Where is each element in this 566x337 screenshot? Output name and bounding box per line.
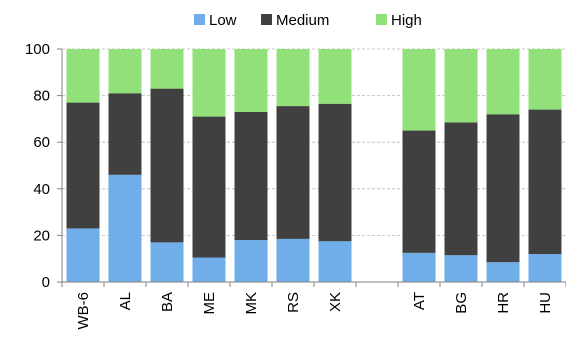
y-tick-label: 60 [33, 134, 50, 151]
bar-medium-ba [150, 88, 184, 243]
bar-medium-rs [276, 106, 310, 239]
bar-medium-al [108, 93, 142, 175]
gridlines [62, 48, 566, 236]
legend-swatch-low [194, 14, 205, 25]
x-tick-label: BA [159, 292, 176, 312]
bar-medium-xk [318, 103, 352, 242]
bar-high-rs [276, 49, 310, 107]
bar-high-mk [234, 49, 268, 112]
bar-low-at [402, 252, 436, 282]
legend-swatch-medium [261, 14, 272, 25]
bar-low-rs [276, 238, 310, 282]
y-tick-label: 100 [25, 41, 50, 58]
bar-low-xk [318, 241, 352, 282]
bar-low-mk [234, 240, 268, 282]
x-tick-label: HR [495, 292, 512, 314]
y-tick-labels: 0 20 40 60 80 100 [25, 41, 62, 291]
y-tick-label: 40 [33, 181, 50, 198]
legend-label-high: High [391, 12, 422, 29]
bar-medium-me [192, 116, 226, 258]
y-tick-label: 0 [42, 274, 50, 291]
x-tick-label: AT [411, 292, 428, 310]
bar-high-at [402, 49, 436, 131]
bar-medium-wb-6 [66, 102, 100, 229]
bar-high-wb-6 [66, 49, 100, 103]
x-tick-label: MK [243, 292, 260, 315]
x-tick-label: RS [285, 292, 302, 313]
y-tick-label: 80 [33, 88, 50, 105]
bar-low-ba [150, 242, 184, 282]
bar-medium-at [402, 130, 436, 253]
bar-low-me [192, 257, 226, 282]
bar-low-wb-6 [66, 228, 100, 282]
legend: Low Medium High [194, 12, 422, 29]
bar-high-me [192, 49, 226, 117]
x-tick-label: AL [117, 292, 134, 310]
x-tick-label: BG [453, 292, 470, 314]
bar-medium-bg [444, 122, 478, 256]
bar-low-hr [486, 262, 520, 282]
bar-medium-mk [234, 111, 268, 241]
bar-low-hu [528, 254, 562, 282]
bar-high-bg [444, 49, 478, 123]
x-tick-label: WB-6 [75, 292, 92, 330]
legend-swatch-high [376, 14, 387, 25]
x-tick-labels: WB-6 AL BA ME MK RS XK AT BG HR HU [61, 282, 566, 330]
bar-high-hu [528, 49, 562, 110]
y-tick-label: 20 [33, 227, 50, 244]
legend-label-low: Low [209, 12, 237, 29]
bar-high-al [108, 49, 142, 94]
bar-high-xk [318, 49, 352, 104]
bar-high-ba [150, 49, 184, 89]
bar-low-al [108, 174, 142, 282]
bars [66, 49, 562, 282]
x-tick-label: HU [537, 292, 554, 314]
bar-medium-hu [528, 109, 562, 255]
bar-medium-hr [486, 114, 520, 263]
bar-high-hr [486, 49, 520, 115]
bar-low-bg [444, 255, 478, 282]
legend-label-medium: Medium [276, 12, 329, 29]
x-tick-label: ME [201, 292, 218, 315]
x-tick-label: XK [327, 292, 344, 312]
